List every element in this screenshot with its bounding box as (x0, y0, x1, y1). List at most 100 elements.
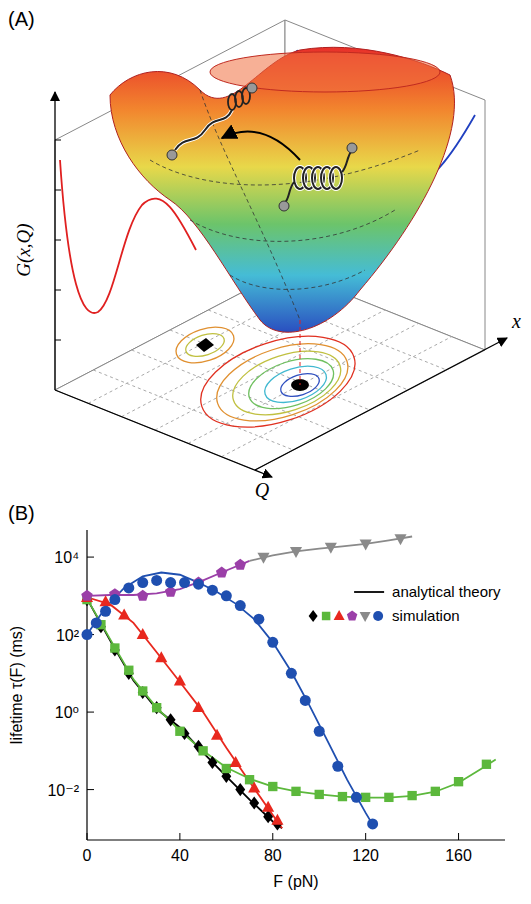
simulation-point (198, 746, 207, 755)
simulation-point (431, 787, 440, 796)
theory-curve (87, 599, 282, 829)
panel-a: G(x,Q)Qx(A) (8, 8, 521, 501)
simulation-point (248, 781, 260, 792)
simulation-point (314, 726, 325, 737)
axis-title: x (511, 310, 521, 332)
simulation-point (262, 801, 274, 812)
theory-curve (250, 536, 413, 560)
simulation-point (360, 539, 372, 550)
simulation-point (249, 796, 259, 809)
plot-data (81, 534, 496, 830)
x-tick (272, 833, 273, 840)
simulation-point (235, 783, 245, 796)
simulation-point (291, 787, 300, 796)
simulation-point (245, 775, 254, 784)
y-tick-label: 10² (56, 627, 80, 644)
y-tick (87, 789, 94, 790)
x-axis-title: F (pN) (273, 873, 318, 890)
simulation-point (100, 606, 111, 617)
simulation-point (137, 577, 148, 588)
simulation-point (81, 590, 93, 601)
axis-title: G(x,Q) (13, 223, 35, 276)
simulation-point (325, 543, 337, 554)
floor-contour (207, 329, 357, 436)
theory-curve (87, 573, 375, 829)
floor-grid (188, 323, 418, 443)
g-axis-tick (55, 140, 61, 141)
x-tick (179, 833, 180, 840)
x-tick-label: 120 (352, 847, 379, 864)
simulation-point (123, 582, 134, 593)
simulation-point (221, 590, 232, 601)
legend-label: analytical theory (392, 583, 501, 600)
y-tick-label: 10⁻² (47, 782, 79, 799)
simulation-point (151, 575, 162, 586)
surface-rim (210, 52, 440, 92)
helix-outline (330, 167, 342, 189)
x-tick-label: 80 (264, 847, 282, 864)
panel-label: (A) (8, 8, 35, 30)
simulation-point (407, 791, 416, 800)
simulation-point (179, 577, 190, 588)
floor-contour (243, 349, 340, 418)
y-tick-label: 10⁴ (54, 549, 79, 566)
simulation-point (138, 686, 147, 695)
floor-contour (260, 359, 331, 409)
simulation-point (263, 810, 273, 823)
panel-b: (B)0408012016010⁻²10⁰10²10⁴analytical th… (8, 502, 505, 890)
simulation-point (152, 701, 162, 714)
simulation-point (235, 600, 246, 611)
legend-marker (322, 612, 331, 621)
x-tick-label: 40 (171, 847, 189, 864)
legend: analytical theory simulation (309, 583, 501, 624)
simulation-point (109, 594, 120, 605)
helix-tail (284, 182, 294, 204)
y-tick (87, 712, 94, 713)
simulation-point (454, 777, 463, 786)
x-axis-line (87, 839, 505, 840)
simulation-point (174, 675, 186, 686)
simulation-point (110, 643, 119, 652)
simulation-point (300, 695, 311, 706)
simulation-point (290, 547, 302, 558)
energy-surface (110, 47, 454, 332)
legend-marker (360, 612, 371, 622)
simulation-point (257, 553, 269, 564)
simulation-point (166, 713, 176, 726)
g-axis-tick (55, 190, 61, 191)
legend-label: simulation (392, 607, 460, 624)
q-axis (55, 390, 272, 477)
simulation-point (482, 760, 491, 769)
x-tick (365, 833, 366, 840)
simulation-point (192, 701, 204, 712)
g-axis-tick (55, 240, 61, 241)
simulation-point (253, 614, 264, 625)
helix-loop (330, 167, 342, 189)
simulation-point (351, 792, 362, 803)
simulation-point (137, 590, 149, 601)
bead (347, 143, 357, 153)
bead (167, 150, 177, 160)
figure: G(x,Q)Qx(A)(B)0408012016010⁻²10⁰10²10⁴an… (0, 0, 531, 904)
simulation-point (394, 534, 406, 545)
simulation-point (137, 628, 149, 639)
simulation-point (338, 792, 347, 801)
simulation-point (193, 579, 204, 590)
legend-marker (373, 611, 383, 621)
simulation-point (82, 629, 93, 640)
floor-contour (225, 339, 349, 427)
floor-grid (222, 337, 452, 457)
helix-tail (342, 150, 352, 172)
simulation-point (207, 756, 217, 769)
y-axis-line (86, 530, 87, 840)
legend-marker (347, 611, 357, 621)
x-tick-label: 160 (445, 847, 472, 864)
simulation-point (367, 818, 378, 829)
surface-contour (190, 210, 395, 241)
simulation-point (332, 761, 343, 772)
simulation-point (216, 566, 228, 577)
theory-curve (87, 599, 496, 798)
simulation-point (267, 637, 278, 648)
extended-chain (175, 110, 232, 150)
g-axis (54, 92, 55, 390)
